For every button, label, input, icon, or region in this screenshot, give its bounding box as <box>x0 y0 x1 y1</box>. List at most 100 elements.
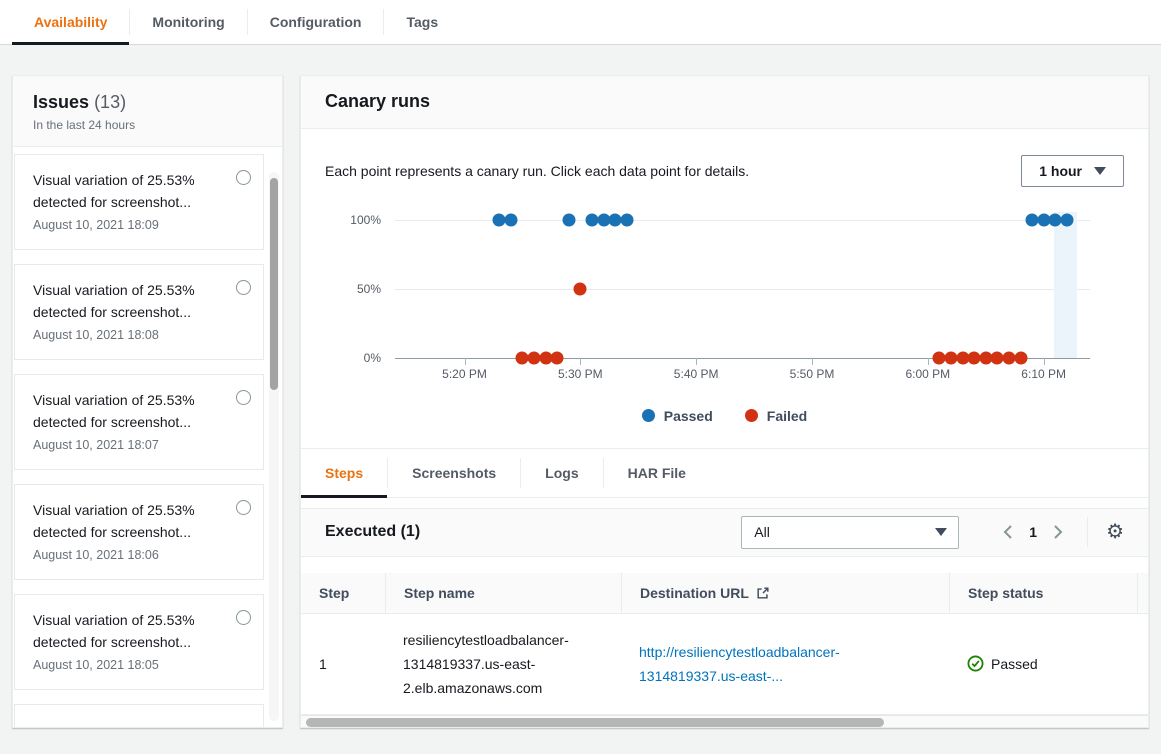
table-horizontal-scrollbar[interactable] <box>301 714 1148 727</box>
x-axis-tick <box>696 357 698 365</box>
issue-list-item[interactable]: Visual variation of 25.53% detected for … <box>14 264 264 360</box>
time-range-dropdown[interactable]: 1 hour <box>1021 154 1124 187</box>
x-axis-label: 5:30 PM <box>557 366 603 381</box>
x-axis-label: 6:00 PM <box>905 366 951 381</box>
data-point-failed[interactable] <box>527 351 541 364</box>
previous-page-button[interactable] <box>1001 522 1015 542</box>
data-point-passed[interactable] <box>1037 213 1051 226</box>
top-tab-monitoring[interactable]: Monitoring <box>152 14 225 30</box>
tab-divider <box>602 457 604 488</box>
issues-count: (13) <box>94 92 127 112</box>
gear-icon: ⚙ <box>1106 521 1124 544</box>
data-point-passed[interactable] <box>585 213 599 226</box>
cell-step-name: resiliencytestloadbalancer-1314819337.us… <box>403 631 569 696</box>
data-point-failed[interactable] <box>573 282 587 295</box>
issue-status-circle-icon[interactable] <box>236 500 251 515</box>
data-point-failed[interactable] <box>539 351 553 364</box>
chart-plot-area: 5:20 PM 5:30 PM 5:40 PM 5:50 PM 6:00 PM 6:10 … <box>395 211 1090 381</box>
data-point-failed[interactable] <box>1014 351 1027 364</box>
legend-item-failed: Failed <box>744 407 808 424</box>
issue-title: Visual variation of 25.53% detected for … <box>33 172 195 210</box>
data-point-passed[interactable] <box>620 213 634 226</box>
data-point-passed[interactable] <box>1025 213 1039 226</box>
x-axis-label: 6:10 PM <box>1021 366 1067 381</box>
chart-gridline-50% <box>395 288 1090 290</box>
chevron-left-icon <box>1003 525 1012 539</box>
issue-title: Visual variation of 25.53% detected for … <box>33 612 195 650</box>
canary-runs-header: Canary runs <box>301 76 1148 129</box>
data-point-failed[interactable] <box>967 351 981 364</box>
data-point-passed[interactable] <box>1060 213 1074 226</box>
detail-tab-screenshots[interactable]: Screenshots <box>412 464 497 481</box>
step-filter-select[interactable]: All <box>741 515 960 549</box>
data-point-failed[interactable] <box>956 351 970 364</box>
data-point-failed[interactable] <box>932 351 946 364</box>
issue-status-circle-icon[interactable] <box>236 610 251 625</box>
table-row[interactable]: 1 resiliencytestloadbalancer-1314819337.u… <box>301 613 1148 715</box>
table-header-cell-destination-url: Destination URL <box>621 572 949 613</box>
issues-scrollbar-thumb[interactable] <box>270 178 278 390</box>
tab-divider <box>383 9 385 35</box>
data-point-passed[interactable] <box>504 213 518 226</box>
issue-list-item[interactable]: Visual variation of 25.53% detected for … <box>14 484 264 580</box>
canary-runs-panel: Canary runs Each point represents a cana… <box>300 75 1149 728</box>
issue-list-item[interactable]: Visual variation of 25.53% detected for … <box>14 374 264 470</box>
canary-runs-title: Canary runs <box>325 91 431 112</box>
issues-title: Issues (13) <box>33 92 262 113</box>
top-tab-availability[interactable]: Availability <box>12 0 130 45</box>
data-point-failed[interactable] <box>1002 351 1016 364</box>
top-tab-configuration[interactable]: Configuration <box>269 14 362 30</box>
tab-divider <box>129 9 131 35</box>
x-axis-tick <box>812 357 813 365</box>
x-axis-label: 5:20 PM <box>442 366 487 381</box>
chart-legend: Passed Failed <box>325 408 1124 448</box>
next-page-button[interactable] <box>1051 522 1065 542</box>
issue-timestamp: August 10, 2021 18:07 <box>33 438 159 452</box>
table-header-label: Step name <box>404 584 475 601</box>
main-content: Issues (13) In the last 24 hours Visual … <box>0 45 1161 741</box>
issue-list-item[interactable] <box>14 704 264 727</box>
cell-step-status: Passed <box>949 614 1137 714</box>
x-axis-tick <box>580 357 582 365</box>
data-point-failed[interactable] <box>979 351 993 364</box>
detail-tab-steps[interactable]: Steps <box>301 449 388 498</box>
data-point-failed[interactable] <box>550 351 564 364</box>
data-point-failed[interactable] <box>944 351 958 364</box>
legend-label: Failed <box>766 407 808 424</box>
issue-list-item[interactable]: Visual variation of 25.53% detected for … <box>14 594 264 690</box>
table-scrollbar-thumb[interactable] <box>306 717 884 727</box>
issue-list-item[interactable]: Visual variation of 25.53% detected for … <box>14 154 264 250</box>
data-point-passed[interactable] <box>492 213 506 226</box>
data-point-passed[interactable] <box>562 213 576 226</box>
top-tabs: Availability Monitoring Configuration Tags <box>12 0 1161 45</box>
y-axis-labels: 100% 50% 0% <box>325 213 381 365</box>
issues-scrollbar[interactable] <box>269 172 279 721</box>
x-axis-tick <box>927 357 929 365</box>
issue-timestamp: August 10, 2021 18:05 <box>33 658 159 672</box>
data-point-passed[interactable] <box>608 213 622 226</box>
destination-url-link[interactable]: http://resiliencytestloadbalancer-131481… <box>639 643 840 684</box>
table-header-label: Destination URL <box>640 584 749 601</box>
data-point-failed[interactable] <box>515 351 529 364</box>
data-point-passed[interactable] <box>597 213 610 226</box>
issue-status-circle-icon[interactable] <box>236 170 251 185</box>
issues-header: Issues (13) In the last 24 hours <box>13 76 282 147</box>
issue-timestamp: August 10, 2021 18:06 <box>33 548 159 562</box>
table-header-cell-d: D <box>1137 572 1148 613</box>
x-axis-tick <box>464 357 466 365</box>
data-point-failed[interactable] <box>990 351 1004 364</box>
top-tab-tags[interactable]: Tags <box>406 14 439 30</box>
run-detail-tab-bar: Steps Screenshots Logs HAR File <box>301 447 1148 498</box>
data-point-passed[interactable] <box>1048 213 1062 226</box>
legend-item-passed: Passed <box>641 408 713 424</box>
passed-check-icon <box>967 655 984 672</box>
detail-tab-logs[interactable]: Logs <box>545 464 579 481</box>
issue-status-circle-icon[interactable] <box>236 390 251 405</box>
detail-tab-har-file[interactable]: HAR File <box>627 464 686 481</box>
selected-run-highlight-band <box>1054 211 1078 358</box>
pagination: 1 <box>1001 522 1065 542</box>
x-axis-label: 5:40 PM <box>673 366 719 381</box>
settings-gear-button[interactable]: ⚙ <box>1102 522 1128 542</box>
time-range-value: 1 hour <box>1039 162 1082 179</box>
issue-status-circle-icon[interactable] <box>236 280 251 295</box>
